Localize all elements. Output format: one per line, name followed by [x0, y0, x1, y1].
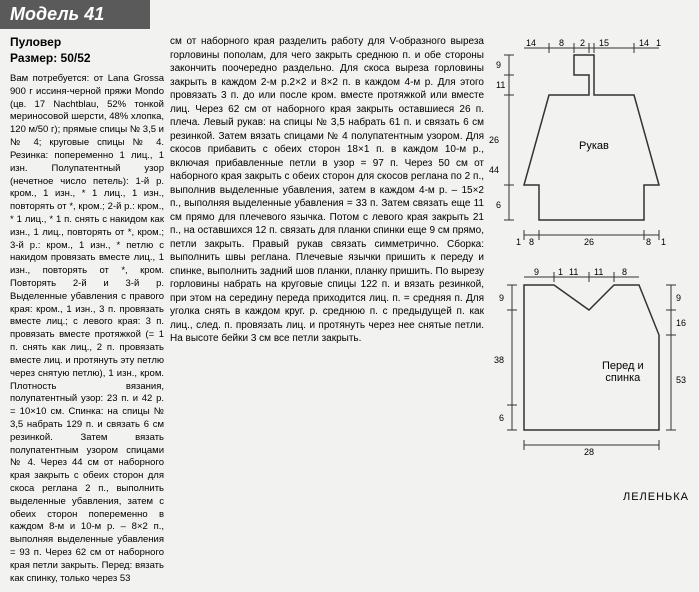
- signature: ЛЕЛЕНЬКА: [623, 491, 689, 503]
- middle-column: см от наборного края разделить работу дл…: [170, 29, 490, 592]
- sleeve-label: Рукав: [579, 140, 609, 152]
- dim-b8a: 8: [529, 237, 534, 247]
- fdim-t8: 8: [622, 267, 627, 277]
- header-title: Модель 41: [10, 4, 104, 24]
- fdim-l9: 9: [499, 293, 504, 303]
- dim-b8b: 8: [646, 237, 651, 247]
- dim-b1b: 1: [661, 237, 666, 247]
- right-column: Рукав 14 8 2 15 14 1 9 11 26 44 6 1 8 26…: [490, 29, 699, 592]
- dim-l11: 11: [496, 80, 505, 90]
- sleeve-diagram: Рукав 14 8 2 15 14 1 9 11 26 44 6 1 8 26…: [494, 45, 695, 255]
- body-diagram: Перед и спинка 9 1 11 11 8 9 38 6 9 16 5…: [494, 275, 695, 475]
- fdim-r16: 16: [676, 318, 686, 328]
- fdim-t9: 9: [534, 267, 539, 277]
- header-bar: Модель 41: [0, 0, 150, 29]
- fdim-t1: 1: [558, 267, 563, 277]
- fdim-r9: 9: [676, 293, 681, 303]
- body-svg: [494, 275, 694, 465]
- dim-l26: 26: [489, 135, 499, 145]
- dim-l9: 9: [496, 60, 501, 70]
- dim-l44: 44: [489, 165, 499, 175]
- model-name: Пуловер: [10, 35, 164, 49]
- content-area: Пуловер Размер: 50/52 Вам потребуется: о…: [0, 29, 699, 592]
- dim-t14a: 14: [526, 38, 536, 48]
- fdim-t11a: 11: [569, 267, 578, 277]
- dim-t2: 2: [580, 38, 585, 48]
- dim-t1: 1: [656, 38, 661, 48]
- fdim-l6: 6: [499, 413, 504, 423]
- left-column: Пуловер Размер: 50/52 Вам потребуется: о…: [0, 29, 170, 592]
- dim-b1a: 1: [516, 237, 521, 247]
- dim-l6: 6: [496, 200, 501, 210]
- model-size: Размер: 50/52: [10, 51, 164, 65]
- mid-text: см от наборного края разделить работу дл…: [170, 35, 484, 346]
- fdim-t11b: 11: [594, 267, 603, 277]
- fdim-l38: 38: [494, 355, 504, 365]
- fdim-r53: 53: [676, 375, 686, 385]
- dim-t14b: 14: [639, 38, 649, 48]
- left-text: Вам потребуется: от Lana Grossa 900 г ис…: [10, 73, 164, 586]
- dim-b26: 26: [584, 237, 594, 247]
- fdim-b28: 28: [584, 447, 594, 457]
- dim-t15: 15: [599, 38, 609, 48]
- dim-t8: 8: [559, 38, 564, 48]
- body-label: Перед и спинка: [602, 360, 644, 384]
